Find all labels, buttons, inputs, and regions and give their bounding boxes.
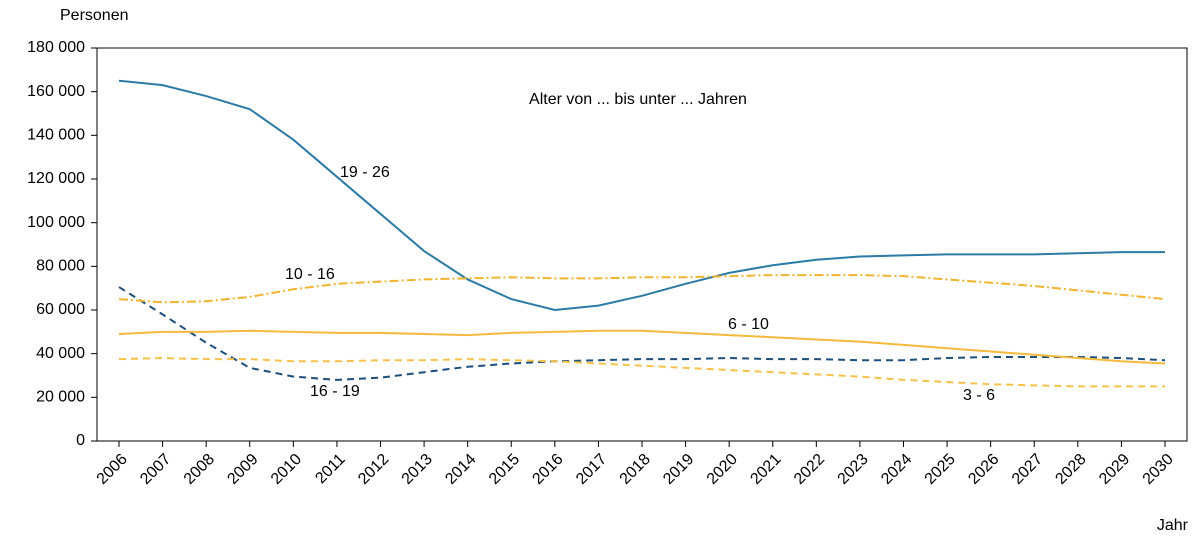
x-tick-label: 2017 (573, 451, 610, 488)
y-tick-label: 60 000 (36, 301, 85, 318)
y-tick-label: 80 000 (36, 258, 85, 275)
x-tick-label: 2030 (1140, 451, 1177, 488)
x-tick-label: 2016 (529, 451, 566, 488)
series-label: 6 - 10 (728, 316, 769, 333)
x-tick-label: 2025 (922, 451, 959, 488)
x-tick-label: 2021 (747, 451, 784, 488)
x-tick-label: 2028 (1052, 451, 1089, 488)
line (118, 79, 1165, 312)
x-tick-label: 2022 (791, 451, 828, 488)
y-tick-label: 160 000 (27, 83, 85, 100)
y-tick-label: 180 000 (27, 39, 85, 56)
x-tick-label: 2006 (94, 451, 131, 488)
series-label: 3 - 6 (963, 387, 995, 404)
line (118, 329, 1166, 365)
line (118, 286, 1166, 381)
x-tick-label: 2029 (1096, 451, 1133, 488)
series-label: 16 - 19 (310, 383, 360, 400)
y-tick-label: 20 000 (36, 389, 85, 406)
x-tick-label: 2009 (224, 451, 261, 488)
x-tick-label: 2010 (268, 451, 305, 488)
x-tick-label: 2018 (617, 451, 654, 488)
x-tick-label: 2013 (399, 451, 436, 488)
x-tick-label: 2023 (835, 451, 872, 488)
x-tick-label: 2014 (442, 451, 479, 488)
x-tick-label: 2008 (181, 451, 218, 488)
x-tick-label: 2027 (1009, 451, 1046, 488)
y-tick-label: 140 000 (27, 127, 85, 144)
x-axis-label: Jahr (1157, 517, 1189, 534)
x-tick-label: 2007 (137, 451, 174, 488)
annotation: Alter von ... bis unter ... Jahren (529, 91, 747, 108)
x-tick-label: 2012 (355, 451, 392, 488)
x-tick-label: 2015 (486, 451, 523, 488)
x-tick-label: 2026 (965, 451, 1002, 488)
x-tick-label: 2024 (878, 451, 915, 488)
y-tick-label: 100 000 (27, 214, 85, 231)
x-tick-label: 2019 (660, 451, 697, 488)
y-tick-label: 120 000 (27, 170, 85, 187)
line (118, 357, 1165, 388)
y-axis-label: Personen (60, 7, 129, 24)
line (118, 274, 1166, 304)
x-tick-label: 2011 (312, 451, 348, 487)
y-tick-label: 0 (76, 432, 85, 449)
series-label: 10 - 16 (285, 266, 335, 283)
series-label: 19 - 26 (340, 164, 390, 181)
y-tick-label: 40 000 (36, 345, 85, 362)
x-tick-label: 2020 (704, 451, 741, 488)
